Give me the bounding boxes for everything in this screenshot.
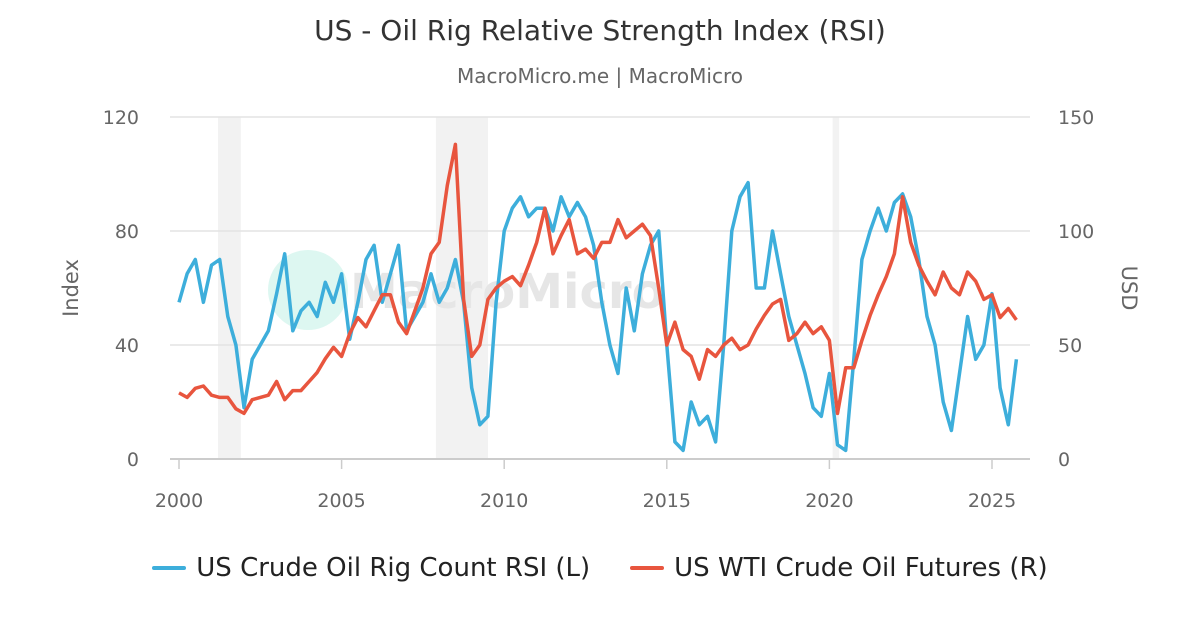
recession-band	[218, 117, 241, 459]
y-tick-right: 0	[1058, 449, 1070, 471]
recession-band	[832, 117, 840, 459]
y-axis-label-right: USD	[1117, 266, 1141, 311]
legend-item-rsi[interactable]: US Crude Oil Rig Count RSI (L)	[152, 553, 590, 583]
legend-label-wti: US WTI Crude Oil Futures (R)	[674, 553, 1048, 583]
legend: US Crude Oil Rig Count RSI (L) US WTI Cr…	[0, 553, 1200, 583]
legend-swatch-wti	[630, 566, 665, 570]
chart-title: US - Oil Rig Relative Strength Index (RS…	[314, 14, 886, 47]
legend-swatch-rsi	[152, 566, 187, 570]
series-line-rsi	[177, 180, 1019, 453]
x-tick-label: 2015	[643, 490, 691, 512]
legend-label-rsi: US Crude Oil Rig Count RSI (L)	[196, 553, 591, 583]
x-tick-label: 2020	[805, 490, 853, 512]
chart-subtitle: MacroMicro.me | MacroMicro	[457, 64, 743, 88]
y-tick-left: 80	[115, 221, 139, 243]
y-tick-left: 40	[115, 335, 139, 357]
x-tick-label: 2025	[968, 490, 1016, 512]
x-tick-label: 2005	[317, 490, 365, 512]
y-tick-right: 50	[1058, 335, 1082, 357]
x-tick-label: 2000	[155, 490, 203, 512]
y-tick-left: 120	[103, 107, 139, 129]
series-line-wti	[178, 142, 1018, 416]
y-tick-left: 0	[127, 449, 139, 471]
legend-item-wti[interactable]: US WTI Crude Oil Futures (R)	[630, 553, 1048, 583]
y-tick-right: 100	[1058, 221, 1094, 243]
y-axis-label-left: Index	[59, 259, 83, 317]
x-tick-label: 2010	[480, 490, 528, 512]
y-tick-right: 150	[1058, 107, 1094, 129]
